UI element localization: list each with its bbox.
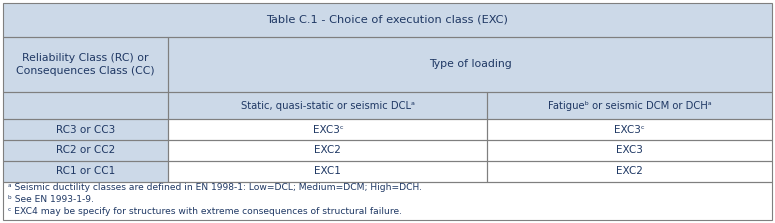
Bar [487, 92, 772, 119]
Bar [3, 140, 168, 161]
Text: EXC3ᶜ: EXC3ᶜ [312, 124, 343, 134]
Bar [487, 140, 772, 161]
Bar [487, 92, 772, 119]
Bar [3, 161, 168, 182]
Text: RC1 or CC1: RC1 or CC1 [56, 166, 115, 176]
Bar [487, 161, 772, 182]
Bar [168, 37, 772, 92]
Text: ᵇ See EN 1993-1-9.: ᵇ See EN 1993-1-9. [8, 195, 94, 204]
Bar [168, 161, 487, 182]
Bar [168, 119, 487, 140]
Bar [487, 161, 772, 182]
Bar [3, 119, 168, 140]
Bar [3, 92, 168, 119]
Bar [168, 37, 772, 92]
Bar [3, 3, 772, 37]
Text: ᶜ EXC4 may be specify for structures with extreme consequences of structural fai: ᶜ EXC4 may be specify for structures wit… [8, 207, 402, 216]
Text: Static, quasi-static or seismic DCLᵃ: Static, quasi-static or seismic DCLᵃ [241, 101, 415, 111]
Bar [3, 37, 168, 92]
Bar [3, 182, 772, 220]
Text: Reliability Class (RC) or
Consequences Class (CC): Reliability Class (RC) or Consequences C… [16, 53, 155, 76]
Text: EXC2: EXC2 [616, 166, 643, 176]
Bar [3, 161, 168, 182]
Text: EXC3ᶜ: EXC3ᶜ [615, 124, 645, 134]
Text: ᵃ Seismic ductility classes are defined in EN 1998-1: Low=DCL; Medium=DCM; High=: ᵃ Seismic ductility classes are defined … [8, 184, 422, 192]
Text: EXC3: EXC3 [616, 145, 643, 155]
Bar [3, 37, 168, 92]
Bar [3, 119, 168, 140]
Bar [168, 92, 487, 119]
Bar [3, 92, 168, 119]
Text: RC2 or CC2: RC2 or CC2 [56, 145, 115, 155]
Bar [168, 119, 487, 140]
Bar [168, 92, 487, 119]
Bar [168, 140, 487, 161]
Text: Fatigueᵇ or seismic DCM or DCHᵃ: Fatigueᵇ or seismic DCM or DCHᵃ [548, 101, 711, 111]
Bar [3, 140, 168, 161]
Bar [3, 3, 772, 37]
Text: EXC1: EXC1 [315, 166, 341, 176]
Text: EXC2: EXC2 [315, 145, 341, 155]
Text: Table C.1 - Choice of execution class (EXC): Table C.1 - Choice of execution class (E… [267, 15, 508, 25]
Bar [487, 119, 772, 140]
Bar [3, 182, 772, 220]
Bar [168, 161, 487, 182]
Bar [487, 119, 772, 140]
Bar [168, 140, 487, 161]
Text: Type of loading: Type of loading [429, 59, 512, 69]
Bar [487, 140, 772, 161]
Text: RC3 or CC3: RC3 or CC3 [56, 124, 115, 134]
